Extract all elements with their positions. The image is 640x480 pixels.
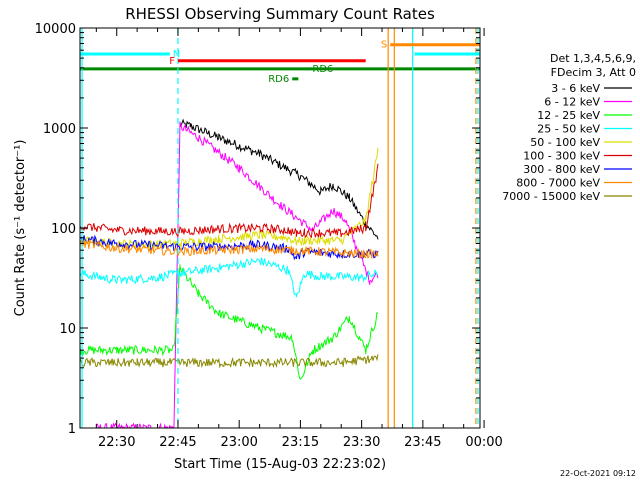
series-line-8: [80, 238, 379, 259]
series-line-7: [80, 234, 379, 261]
legend-label-6: 100 - 300 keV: [523, 150, 600, 163]
y-tick-label-5: 10000: [35, 22, 76, 37]
x-tick-label-7: 00:00: [465, 435, 502, 450]
x-tick-label-3: 23:00: [220, 435, 257, 450]
y-tick-label-4: 1000: [43, 122, 76, 137]
series-line-6: [80, 163, 379, 239]
legend-label-7: 300 - 800 keV: [523, 163, 600, 176]
annotation-label-6: RD6: [312, 64, 333, 75]
x-tick-label-2: 22:45: [159, 435, 196, 450]
y-axis-label: Count Rate (s⁻¹ detector⁻¹): [13, 140, 28, 317]
chart-title: RHESSI Observing Summary Count Rates: [125, 5, 435, 23]
legend-label-5: 50 - 100 keV: [530, 136, 600, 149]
series-line-5: [80, 147, 379, 251]
annotation-label-5: RD6: [268, 74, 289, 85]
annotation-label-4: S: [381, 40, 387, 51]
x-axis-label: Start Time (15-Aug-03 22:23:02): [174, 457, 386, 472]
legend-label-1: 3 - 6 keV: [551, 82, 600, 95]
x-tick-label-6: 23:45: [404, 435, 441, 450]
series-line-3: [80, 264, 379, 380]
legend: Det 1,3,4,5,6,9,FDecim 3, Att 0 3 - 6 keV…: [502, 52, 636, 203]
y-tick-label-1: 1: [68, 422, 76, 437]
y-tick-label-3: 100: [51, 222, 76, 237]
x-tick-label-5: 23:30: [343, 435, 380, 450]
legend-label-2: 6 - 12 keV: [544, 96, 600, 109]
series-line-1: [179, 118, 379, 240]
generated-timestamp: 22-Oct-2021 09:12: [560, 469, 636, 478]
legend-title-line-1: Det 1,3,4,5,6,9,: [550, 52, 636, 65]
x-tick-label-4: 23:15: [282, 435, 319, 450]
y-tick-label-2: 10: [59, 322, 76, 337]
legend-label-3: 12 - 25 keV: [537, 109, 600, 122]
legend-label-9: 7000 - 15000 keV: [502, 190, 600, 203]
series-line-4: [80, 257, 379, 298]
series-line-9: [80, 354, 379, 369]
legend-label-8: 800 - 7000 keV: [516, 177, 600, 190]
annotation-label-3: F: [169, 56, 175, 67]
annotation-label-1: N: [173, 49, 180, 60]
series-line-2: [96, 121, 379, 428]
legend-label-4: 25 - 50 keV: [537, 123, 600, 136]
axes: 1 10 100 1000 10000 22:30 22:45 23:00 23:15 23:30…: [35, 22, 503, 450]
x-tick-label-1: 22:30: [98, 435, 135, 450]
legend-title-line-2: FDecim 3, Att 0: [551, 66, 636, 79]
